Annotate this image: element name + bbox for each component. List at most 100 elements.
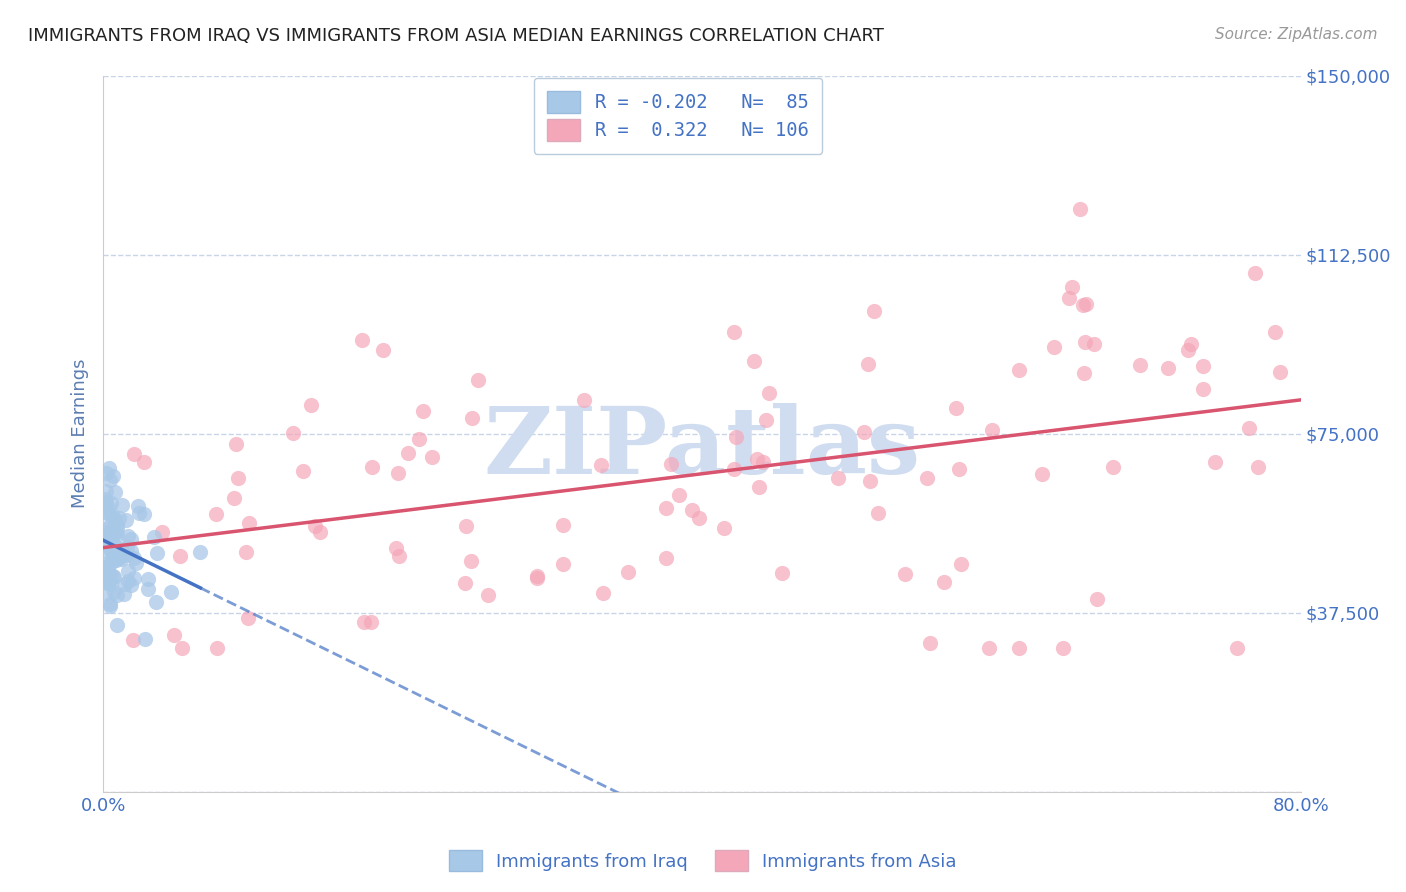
Point xyxy=(856,357,879,371)
Point xyxy=(668,488,690,502)
Point xyxy=(98,507,121,521)
Point xyxy=(932,574,955,589)
Point xyxy=(526,568,548,582)
Point xyxy=(97,576,120,591)
Point xyxy=(1008,641,1031,656)
Point xyxy=(110,551,132,566)
Point xyxy=(204,507,226,521)
Point xyxy=(225,437,247,451)
Point xyxy=(920,636,942,650)
Point xyxy=(1083,337,1105,351)
Point xyxy=(112,587,135,601)
Point xyxy=(101,547,124,561)
Point xyxy=(117,529,139,543)
Point xyxy=(299,398,322,412)
Point xyxy=(1102,459,1125,474)
Point xyxy=(160,584,183,599)
Point xyxy=(1204,455,1226,469)
Legend: R = -0.202   N=  85, R =  0.322   N= 106: R = -0.202 N= 85, R = 0.322 N= 106 xyxy=(533,78,823,153)
Point xyxy=(136,572,159,586)
Point xyxy=(744,353,766,368)
Point xyxy=(94,466,117,480)
Point xyxy=(101,568,124,582)
Point xyxy=(654,500,676,515)
Point xyxy=(120,533,142,547)
Point xyxy=(945,401,967,415)
Point xyxy=(94,523,117,537)
Point xyxy=(591,458,613,472)
Point xyxy=(360,615,382,630)
Point xyxy=(98,525,121,540)
Point xyxy=(1192,359,1215,373)
Point xyxy=(950,557,973,571)
Point xyxy=(553,517,575,532)
Point xyxy=(1074,335,1097,350)
Point xyxy=(688,511,710,525)
Point xyxy=(238,516,260,530)
Point xyxy=(1085,592,1108,607)
Point xyxy=(1129,358,1152,372)
Point xyxy=(101,541,124,556)
Point xyxy=(574,393,596,408)
Point xyxy=(770,566,793,581)
Point xyxy=(460,554,482,568)
Point xyxy=(94,586,117,600)
Point xyxy=(98,567,121,582)
Point xyxy=(226,471,249,485)
Point xyxy=(105,528,128,542)
Point xyxy=(755,413,778,427)
Point xyxy=(1062,279,1084,293)
Point xyxy=(1043,340,1066,354)
Point xyxy=(281,425,304,440)
Point xyxy=(1192,382,1215,396)
Text: ZIPatlas: ZIPatlas xyxy=(484,403,921,493)
Point xyxy=(132,454,155,468)
Point xyxy=(105,517,128,532)
Point xyxy=(127,499,149,513)
Point xyxy=(1076,297,1098,311)
Point xyxy=(1157,361,1180,376)
Point xyxy=(412,404,434,418)
Point xyxy=(592,586,614,600)
Point xyxy=(1270,365,1292,379)
Point xyxy=(681,503,703,517)
Point xyxy=(1264,325,1286,339)
Point xyxy=(103,469,125,483)
Point xyxy=(1247,459,1270,474)
Y-axis label: Median Earnings: Median Earnings xyxy=(72,359,89,508)
Point xyxy=(122,571,145,585)
Point xyxy=(104,524,127,539)
Point xyxy=(1226,641,1249,656)
Point xyxy=(97,527,120,541)
Point xyxy=(748,480,770,494)
Point xyxy=(1052,641,1074,656)
Point xyxy=(172,641,194,656)
Point xyxy=(124,556,146,570)
Point xyxy=(132,507,155,521)
Point xyxy=(145,546,167,560)
Point xyxy=(420,450,443,465)
Point xyxy=(350,333,373,347)
Point xyxy=(353,615,375,629)
Point xyxy=(122,551,145,566)
Point xyxy=(1071,298,1094,312)
Point xyxy=(454,519,477,533)
Point xyxy=(1244,266,1267,280)
Point xyxy=(108,510,131,524)
Point xyxy=(115,540,138,554)
Point xyxy=(98,558,121,573)
Legend: Immigrants from Iraq, Immigrants from Asia: Immigrants from Iraq, Immigrants from As… xyxy=(441,843,965,879)
Point xyxy=(100,516,122,530)
Point xyxy=(100,496,122,510)
Point xyxy=(100,577,122,591)
Point xyxy=(747,452,769,467)
Point xyxy=(105,523,128,537)
Point xyxy=(105,553,128,567)
Point xyxy=(120,578,142,592)
Point xyxy=(93,505,115,519)
Point xyxy=(659,457,682,471)
Point xyxy=(1237,421,1260,435)
Point xyxy=(1069,202,1091,216)
Point xyxy=(97,524,120,539)
Point xyxy=(97,555,120,569)
